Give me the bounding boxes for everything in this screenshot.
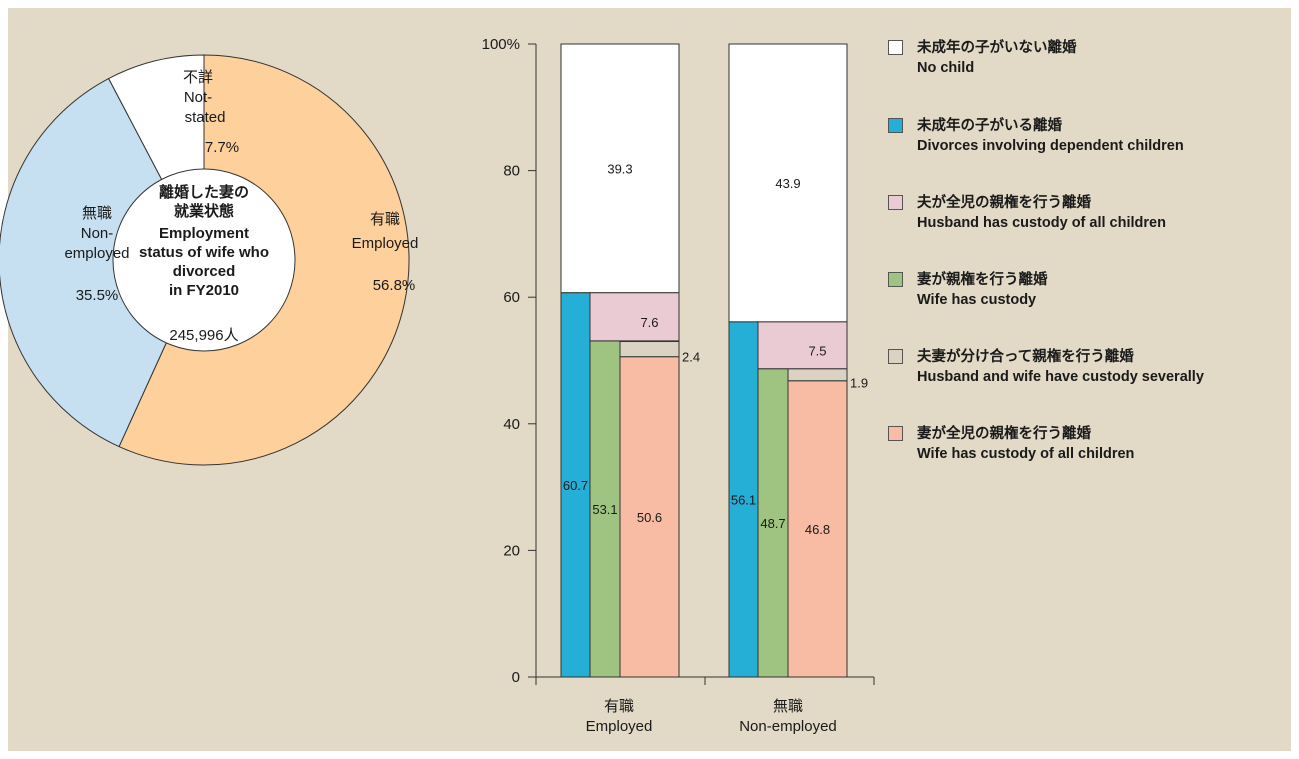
bar-no-child-nonemployed <box>728 43 848 323</box>
bar-husband-custody-nonemployed <box>757 321 848 370</box>
bar-wife-custody-all-nonemployed <box>787 380 848 678</box>
legend-item-wife-custody: 妻が親権を行う離婚 Wife has custody <box>888 270 1048 310</box>
value-label-no-child-nonemployed: 43.9 <box>775 176 800 191</box>
y-tick-label: 60 <box>503 289 520 306</box>
y-tick-label: 100% <box>482 36 520 53</box>
legend-swatch <box>888 195 903 210</box>
legend-label-ja: 夫が全児の親権を行う離婚 <box>917 195 1091 211</box>
value-label-wife-custody-nonemployed: 48.7 <box>760 516 785 531</box>
center-text-6: in FY2010 <box>169 282 239 299</box>
center-text-3: Employment <box>159 225 249 242</box>
legend-item-wife-custody-all: 妻が全児の親権を行う離婚 Wife has custody of all chi… <box>888 424 1134 464</box>
category-label-nonemployed-ja: 無職 <box>773 698 803 715</box>
legend-swatch <box>888 272 903 287</box>
center-total: 245,996人 <box>169 327 238 344</box>
center-text-2: 就業状態 <box>174 202 234 220</box>
slice-label-employed-ja: 有職 <box>370 211 400 228</box>
bar-wife-custody-employed <box>589 340 621 678</box>
bar-wife-custody-all-employed <box>619 356 680 678</box>
pie-slice-nonemployed <box>0 77 205 448</box>
legend-label-en: Husband and wife have custody severally <box>917 369 1204 385</box>
slice-label-nonemployed-en-2: employed <box>64 245 129 262</box>
slice-value-notstated: 7.7% <box>205 139 239 156</box>
legend-label-en: Wife has custody <box>917 292 1037 308</box>
bar-dependent-children-nonemployed <box>728 321 759 678</box>
legend-label-en: Wife has custody of all children <box>917 446 1135 462</box>
slice-label-notstated-en-1: Not- <box>184 89 212 106</box>
legend-label-ja: 夫妻が分け合って親権を行う離婚 <box>917 349 1134 365</box>
legend-label-ja: 妻が親権を行う離婚 <box>917 272 1048 288</box>
legend-label-en: No child <box>917 60 975 76</box>
slice-label-notstated-ja: 不詳 <box>183 69 213 86</box>
center-text-5: divorced <box>173 263 236 280</box>
value-label-dependent-children-nonemployed: 56.1 <box>731 492 756 507</box>
legend-swatch <box>888 118 903 133</box>
value-label-wife-custody-all-employed: 50.6 <box>637 510 662 525</box>
y-tick-label: 20 <box>503 542 520 559</box>
legend-item-dependent-children: 未成年の子がいる離婚 Divorces involving dependent … <box>888 116 1184 156</box>
category-label-employed-en: Employed <box>586 718 653 735</box>
center-text-4: status of wife who <box>139 244 269 261</box>
donut-center <box>112 168 296 352</box>
bar-custody-severally-employed <box>619 341 680 358</box>
value-label-wife-custody-employed: 53.1 <box>592 502 617 517</box>
value-label-wife-custody-all-nonemployed: 46.8 <box>805 522 830 537</box>
slice-value-employed: 56.8% <box>373 277 416 294</box>
y-tick-label: 40 <box>503 416 520 433</box>
slice-label-notstated-en-2: stated <box>185 109 226 126</box>
category-label-nonemployed-en: Non-employed <box>739 718 837 735</box>
legend-item-husband-custody: 夫が全児の親権を行う離婚 Husband has custody of all … <box>888 193 1166 233</box>
value-label-husband-custody-nonemployed: 7.5 <box>808 343 826 358</box>
slice-label-employed-en: Employed <box>352 235 419 252</box>
y-tick-label: 80 <box>503 163 520 180</box>
bar-husband-custody-employed <box>589 292 680 342</box>
legend-label-en: Divorces involving dependent children <box>917 138 1184 154</box>
legend-swatch <box>888 40 903 55</box>
bar-no-child-employed <box>560 43 680 294</box>
slice-label-nonemployed-ja: 無職 <box>82 205 112 222</box>
bar-custody-severally-nonemployed <box>787 368 848 382</box>
legend-label-ja: 妻が全児の親権を行う離婚 <box>917 426 1091 442</box>
legend-swatch <box>888 426 903 441</box>
value-label-custody-severally-employed: 2.4 <box>682 350 700 365</box>
value-label-dependent-children-employed: 60.7 <box>563 478 588 493</box>
category-label-employed-ja: 有職 <box>604 698 634 715</box>
slice-label-nonemployed-en-1: Non- <box>81 225 114 242</box>
legend-label-ja: 未成年の子がいない離婚 <box>917 40 1077 56</box>
value-label-husband-custody-employed: 7.6 <box>640 315 658 330</box>
slice-value-nonemployed: 35.5% <box>76 287 119 304</box>
y-tick-label: 0 <box>512 669 520 686</box>
center-text-1: 離婚した妻の <box>159 183 249 201</box>
stacked-bar-chart: 0 20 40 60 80 100% 39.3 60.7 53.1 50.6 7.6 2.4 43.9… <box>482 36 875 686</box>
legend-item-no-child: 未成年の子がいない離婚 No child <box>888 38 1077 78</box>
bar-dependent-children-employed <box>560 292 591 678</box>
bar-wife-custody-nonemployed <box>757 368 789 678</box>
legend-item-custody-severally: 夫妻が分け合って親権を行う離婚 Husband and wife have cu… <box>888 347 1204 387</box>
legend-label-ja: 未成年の子がいる離婚 <box>917 118 1062 134</box>
value-label-no-child-employed: 39.3 <box>607 161 632 176</box>
value-label-custody-severally-nonemployed: 1.9 <box>850 375 868 390</box>
legend-label-en: Husband has custody of all children <box>917 215 1166 231</box>
legend-swatch <box>888 349 903 364</box>
